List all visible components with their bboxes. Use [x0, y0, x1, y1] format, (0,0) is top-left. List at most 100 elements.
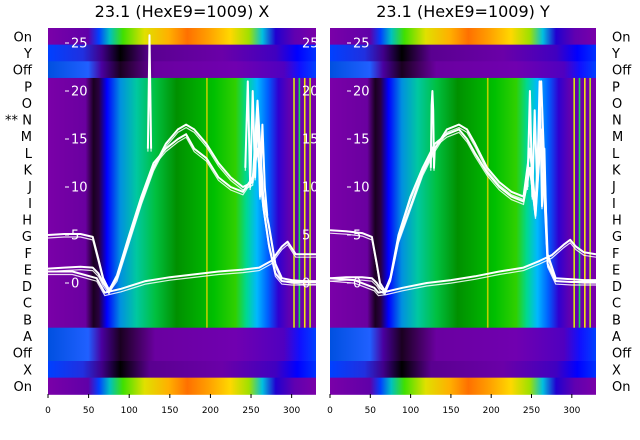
x-tick-label: 300	[563, 406, 580, 416]
x-tick-label: 0	[45, 406, 51, 416]
heat-row	[330, 361, 596, 379]
heatmap	[330, 28, 596, 395]
row-label: L	[25, 147, 33, 162]
heat-stripe	[573, 77, 575, 328]
y-tick-label: 20	[353, 85, 370, 100]
row-label: X	[23, 363, 32, 378]
heat-stripe	[486, 77, 489, 328]
heat-row	[48, 61, 316, 79]
heat-stripe	[578, 77, 581, 328]
heat-row	[48, 177, 316, 195]
heat-row	[48, 94, 316, 112]
x-tick-label: 150	[442, 406, 459, 416]
y-tick-label: 25	[353, 37, 370, 52]
row-label: B	[23, 313, 32, 328]
row-marker: **	[5, 114, 19, 129]
series-group	[48, 34, 316, 297]
row-label: X	[612, 363, 621, 378]
heat-stripe	[309, 77, 311, 328]
row-label: Off	[612, 347, 632, 362]
row-label: On	[612, 380, 630, 395]
row-label: D	[612, 280, 622, 295]
x-tick-label: 150	[161, 406, 178, 416]
y-tick-label-right: 20	[302, 85, 319, 100]
row-label: K	[612, 164, 621, 179]
series-line-bundle	[244, 84, 268, 219]
row-label: N	[612, 114, 622, 129]
y-tick-label-right: 15	[302, 133, 319, 148]
row-label: E	[24, 263, 32, 278]
row-label: H	[22, 213, 32, 228]
x-tick-label: 200	[202, 406, 219, 416]
heat-row	[48, 111, 316, 129]
heat-row	[48, 28, 316, 46]
heat-row	[330, 94, 596, 112]
row-label: I	[28, 197, 32, 212]
x-tick-label: 0	[327, 406, 333, 416]
row-label: A	[612, 330, 621, 345]
heat-row	[48, 211, 316, 229]
row-label: L	[612, 147, 620, 162]
heat-row	[330, 44, 596, 62]
heat-stripe	[584, 77, 586, 328]
row-label: M	[21, 130, 32, 145]
y-tick-label: 20	[71, 85, 88, 100]
heat-row	[330, 327, 596, 345]
heat-row	[330, 77, 596, 96]
row-label: N	[22, 114, 32, 129]
x-tick-label: 50	[365, 406, 377, 416]
x-tick-label: 50	[83, 406, 95, 416]
row-label: D	[22, 280, 32, 295]
heat-row	[48, 327, 316, 345]
series-line	[330, 238, 596, 294]
heat-row	[48, 377, 316, 395]
heat-stripe	[589, 77, 591, 328]
series-line-bundle	[48, 103, 316, 294]
panel-y: 23.1 (HexE9=1009) YOnYOffPONMLKJIHGFEDCB…	[327, 2, 632, 416]
row-label: J	[27, 180, 32, 195]
row-label: I	[612, 197, 616, 212]
series-line-bundle	[147, 38, 152, 152]
row-label: On	[14, 30, 32, 45]
row-label: Y	[23, 47, 32, 62]
heat-row	[330, 111, 596, 129]
heat-row	[48, 277, 316, 295]
row-label: Off	[13, 347, 33, 362]
row-label: Off	[13, 64, 33, 79]
row-label: Y	[611, 47, 620, 62]
row-label: O	[22, 97, 32, 112]
series-line-bundle	[430, 93, 436, 171]
row-label: C	[23, 297, 32, 312]
panel-x: 23.1 (HexE9=1009) XOnYOffPONMLKJIHGFEDCB…	[5, 2, 319, 416]
heat-row	[48, 161, 316, 179]
heat-row	[330, 28, 596, 46]
row-label: O	[612, 97, 622, 112]
heat-row	[48, 227, 316, 245]
heat-row	[48, 77, 316, 96]
series-group	[330, 80, 596, 297]
row-label: G	[22, 230, 32, 245]
heat-row	[48, 261, 316, 279]
heat-row	[330, 194, 596, 212]
row-label: A	[23, 330, 32, 345]
heat-row	[330, 61, 596, 79]
row-label: M	[612, 130, 623, 145]
heat-row	[330, 344, 596, 362]
row-label: F	[612, 247, 619, 262]
heat-row	[330, 161, 596, 179]
heat-row	[48, 144, 316, 162]
row-label: Off	[612, 64, 632, 79]
y-tick-label: 15	[71, 133, 88, 148]
heat-row	[48, 361, 316, 379]
heat-row	[48, 294, 316, 312]
x-tick-label: 200	[483, 406, 500, 416]
heat-stripe	[303, 77, 306, 328]
heat-stripe	[298, 77, 301, 328]
y-tick-label: 0	[71, 277, 79, 292]
heat-row	[330, 261, 596, 279]
row-label: P	[612, 80, 620, 95]
row-label: K	[23, 164, 32, 179]
y-tick-label: 10	[353, 181, 370, 196]
series-line-bundle	[330, 131, 596, 296]
